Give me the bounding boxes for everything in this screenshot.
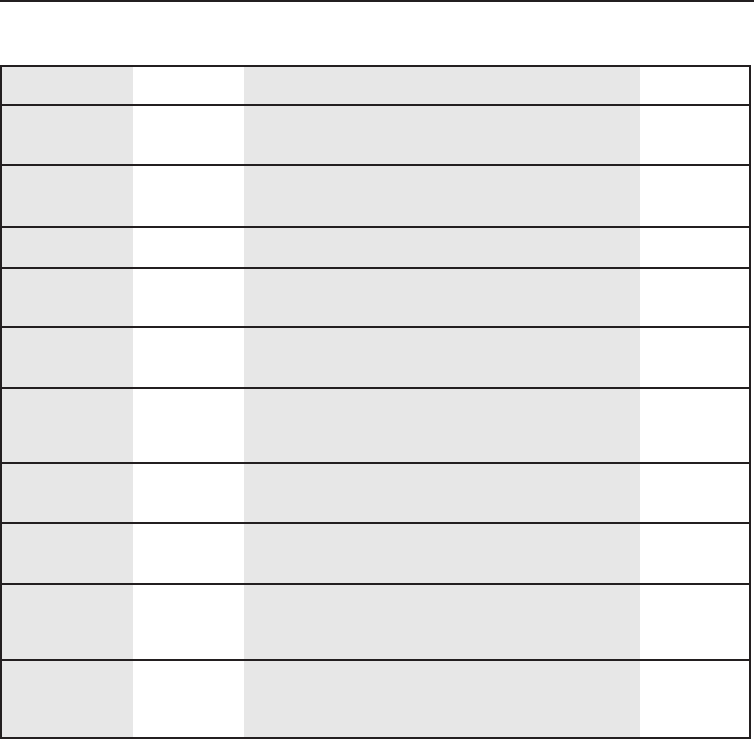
table-row xyxy=(2,464,749,524)
table-cell xyxy=(244,585,640,659)
table-cell xyxy=(640,464,749,522)
table-cell xyxy=(640,269,749,326)
table-cell xyxy=(640,67,749,104)
table-cell xyxy=(133,524,244,583)
table-cell xyxy=(2,328,133,387)
table-cell xyxy=(133,269,244,326)
table-row xyxy=(2,524,749,585)
table-cell xyxy=(640,389,749,462)
table-cell xyxy=(133,67,244,104)
table-cell xyxy=(2,228,133,267)
table-cell xyxy=(2,524,133,583)
table-cell xyxy=(640,585,749,659)
table-cell xyxy=(133,389,244,462)
table-cell xyxy=(244,166,640,226)
table-row xyxy=(2,269,749,328)
table-row xyxy=(2,585,749,661)
table-cell xyxy=(133,166,244,226)
table-cell xyxy=(244,524,640,583)
table-row xyxy=(2,661,749,737)
table-cell xyxy=(133,228,244,267)
table-row xyxy=(2,328,749,389)
table-cell xyxy=(244,228,640,267)
table-cell xyxy=(244,328,640,387)
table-cell xyxy=(244,464,640,522)
table-cell xyxy=(2,389,133,462)
table-cell xyxy=(133,585,244,659)
empty-table xyxy=(0,65,751,739)
table-cell xyxy=(2,464,133,522)
table-cell xyxy=(244,106,640,164)
table-cell xyxy=(244,389,640,462)
table-row xyxy=(2,389,749,464)
table-cell xyxy=(640,228,749,267)
table-row xyxy=(2,166,749,228)
top-rule xyxy=(0,0,754,2)
table-cell xyxy=(133,328,244,387)
table-cell xyxy=(2,661,133,737)
table-cell xyxy=(133,106,244,164)
table-cell xyxy=(133,464,244,522)
table-cell xyxy=(2,269,133,326)
table-cell xyxy=(2,106,133,164)
table-cell xyxy=(244,67,640,104)
table-row xyxy=(2,106,749,166)
table-cell xyxy=(2,585,133,659)
table-row xyxy=(2,228,749,269)
table-cell xyxy=(244,269,640,326)
table-cell xyxy=(640,106,749,164)
table-cell xyxy=(2,166,133,226)
table-cell xyxy=(244,661,640,737)
table-cell xyxy=(133,661,244,737)
table-row xyxy=(2,67,749,106)
table-cell xyxy=(640,166,749,226)
table-cell xyxy=(640,524,749,583)
table-cell xyxy=(640,328,749,387)
table-cell xyxy=(2,67,133,104)
table-cell xyxy=(640,661,749,737)
